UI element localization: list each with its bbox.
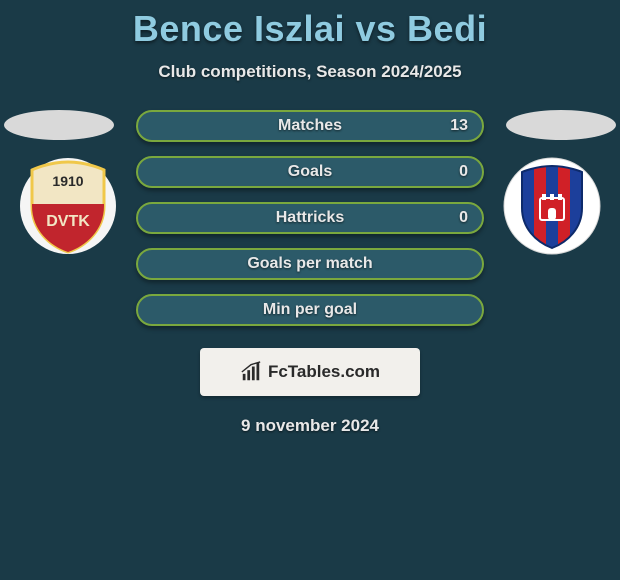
comparison-body: 1910 DVTK — [0, 110, 620, 436]
stat-label: Hattricks — [276, 209, 344, 227]
club-badge-right — [502, 156, 602, 256]
videoton-badge-icon — [502, 156, 602, 256]
svg-text:1910: 1910 — [52, 173, 83, 189]
stat-label: Goals per match — [247, 255, 372, 273]
chart-icon — [240, 361, 262, 383]
stat-label: Min per goal — [263, 301, 357, 319]
dvtk-shield-icon: 1910 DVTK — [18, 156, 118, 256]
stat-bar-min-per-goal: Min per goal — [136, 294, 484, 326]
brand-badge[interactable]: FcTables.com — [200, 348, 420, 396]
page-title: Bence Iszlai vs Bedi — [0, 8, 620, 50]
player-placeholder-left — [4, 110, 114, 140]
player-placeholder-right — [506, 110, 616, 140]
stat-label: Goals — [288, 163, 332, 181]
comparison-card: Bence Iszlai vs Bedi Club competitions, … — [0, 0, 620, 436]
subtitle: Club competitions, Season 2024/2025 — [0, 62, 620, 82]
stat-bar-goals: Goals 0 — [136, 156, 484, 188]
club-badge-left: 1910 DVTK — [18, 156, 118, 256]
stat-bar-hattricks: Hattricks 0 — [136, 202, 484, 234]
stat-value-right: 0 — [459, 209, 468, 227]
date-text: 9 november 2024 — [0, 416, 620, 436]
stat-bars: Matches 13 Goals 0 Hattricks 0 Goals per… — [136, 110, 484, 326]
stat-value-right: 13 — [450, 117, 468, 135]
svg-text:DVTK: DVTK — [46, 213, 90, 230]
brand-text: FcTables.com — [268, 362, 380, 382]
stat-label: Matches — [278, 117, 342, 135]
stat-bar-goals-per-match: Goals per match — [136, 248, 484, 280]
stat-value-right: 0 — [459, 163, 468, 181]
stat-bar-matches: Matches 13 — [136, 110, 484, 142]
